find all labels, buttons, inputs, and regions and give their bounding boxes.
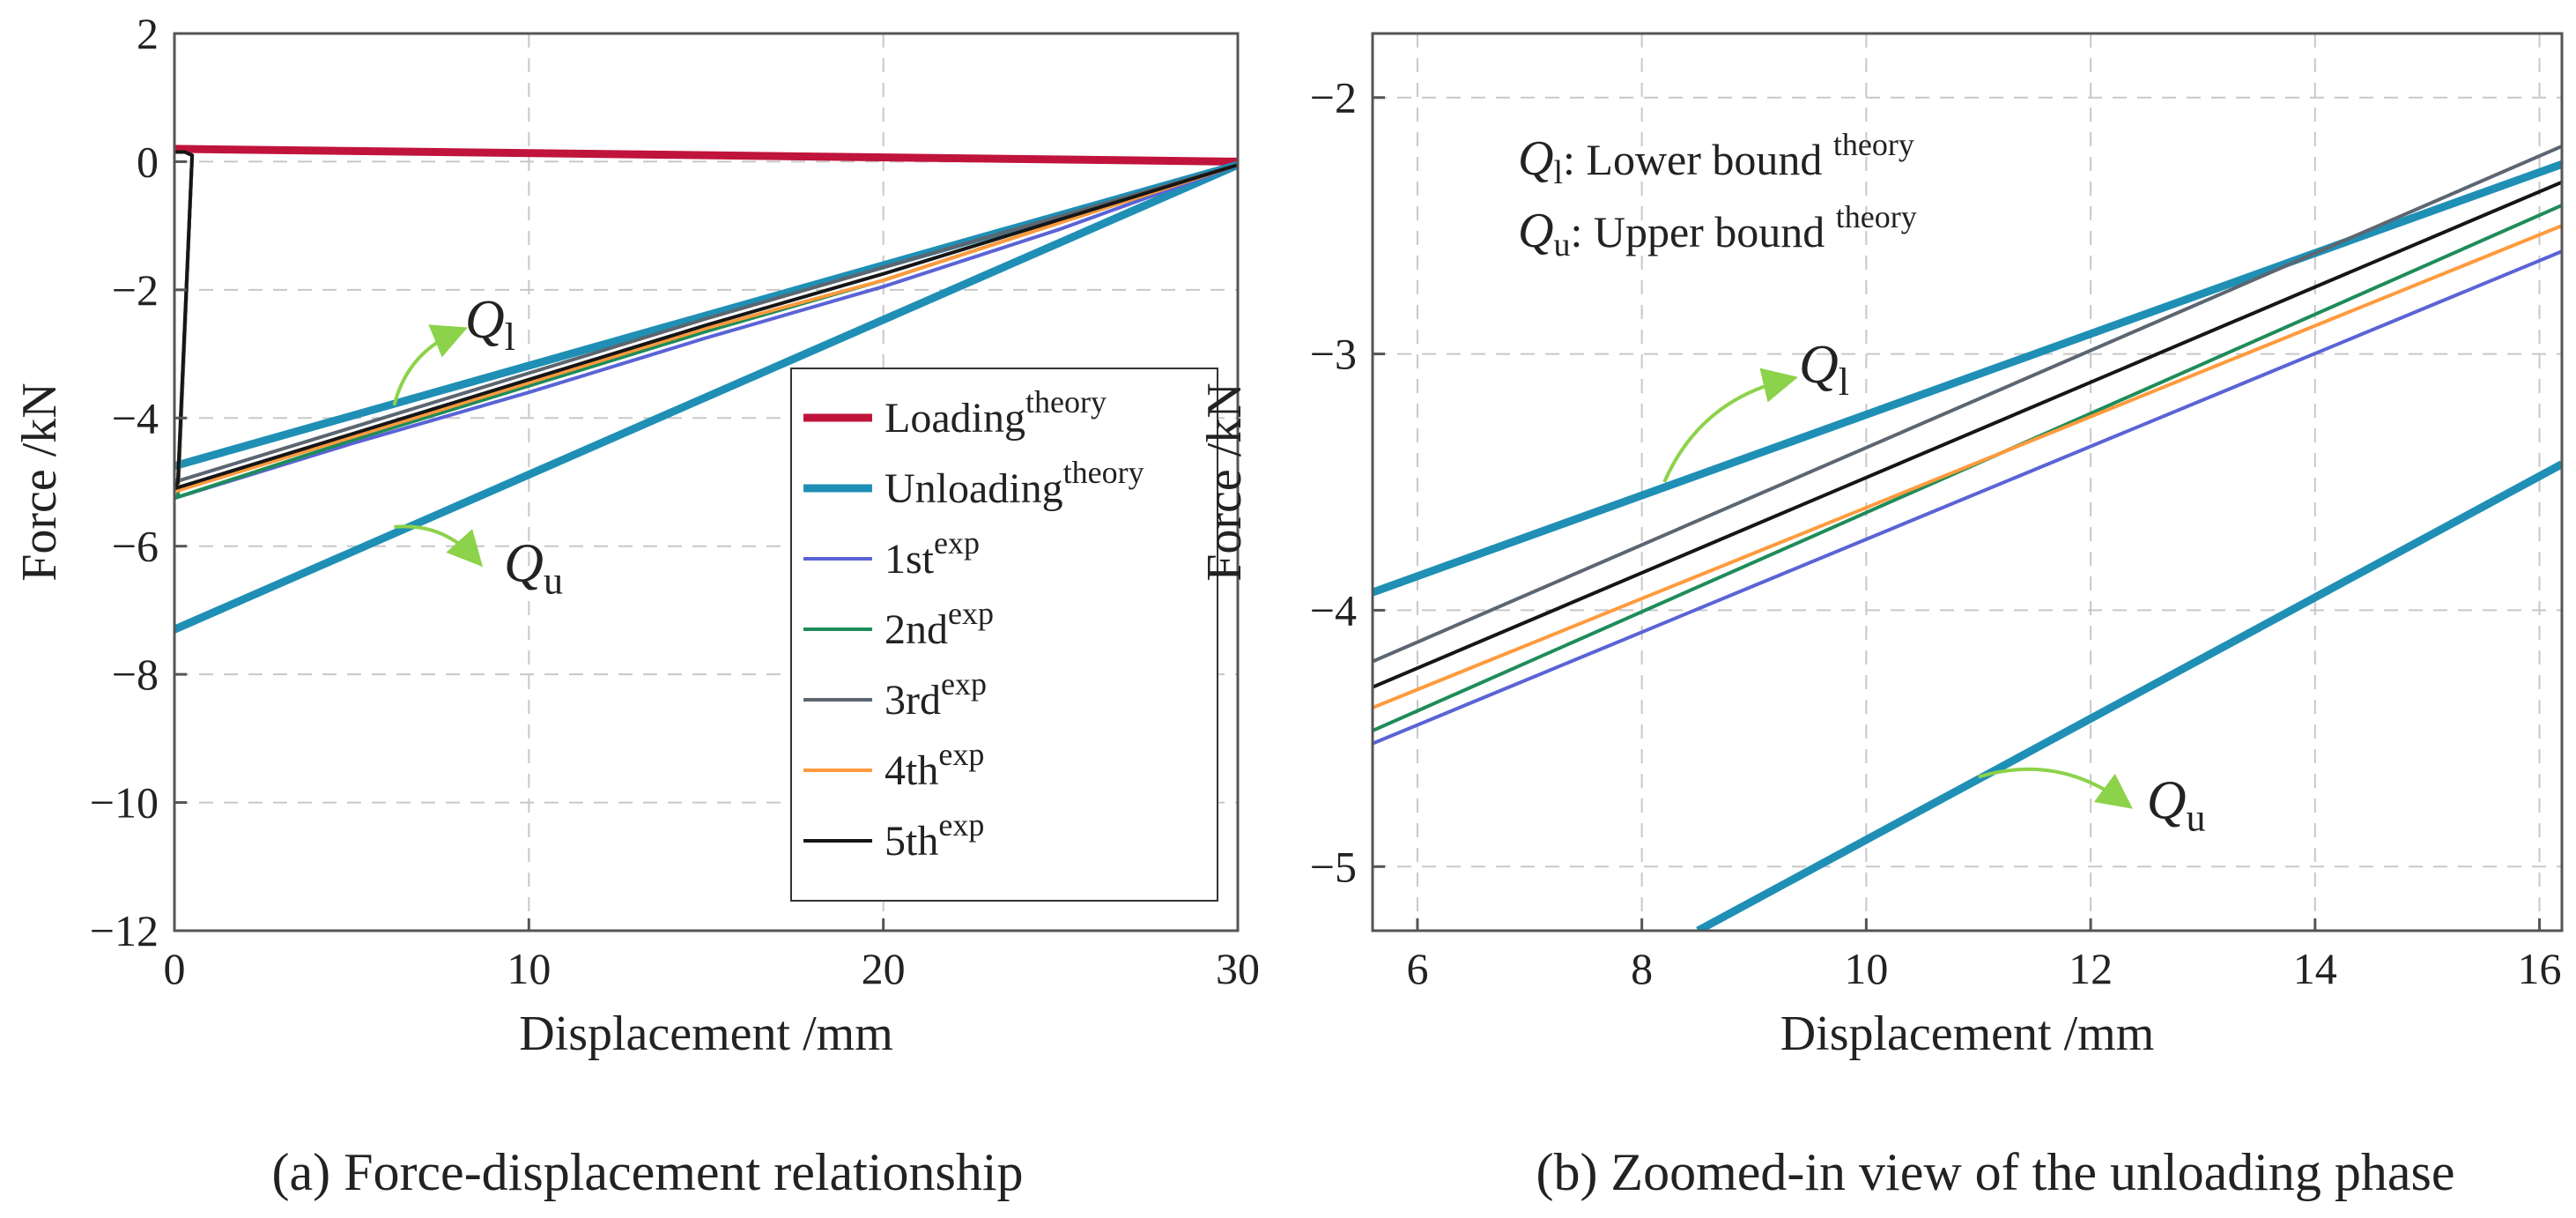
y-tick-label: −12 bbox=[90, 906, 159, 955]
annotation-arrow bbox=[1978, 767, 2133, 809]
note-text: : Lower bound bbox=[1563, 135, 1833, 184]
note-sub: l bbox=[1553, 154, 1563, 191]
legend-entry: 2ndexp bbox=[885, 596, 994, 653]
annotation-label: Ql bbox=[1799, 335, 1849, 404]
annotation-label: Qu bbox=[2147, 771, 2206, 840]
legend-entry-base: 3rd bbox=[885, 677, 941, 724]
legend-entry-sup: exp bbox=[948, 596, 994, 631]
annotation-arrow bbox=[392, 324, 468, 406]
x-tick-label: 10 bbox=[1844, 944, 1888, 993]
annotation-sub: l bbox=[505, 316, 515, 359]
annotation-symbol: Q bbox=[465, 290, 505, 350]
legend-entry-base: 4th bbox=[885, 747, 938, 794]
series-line-exp5-7 bbox=[174, 150, 1238, 491]
note-symbol: Q bbox=[1518, 131, 1553, 186]
grid-a bbox=[174, 33, 1238, 931]
x-axis-label: Displacement /mm bbox=[519, 1006, 893, 1061]
chart-b-zoomed-unloading: 6 8 10 12 14 16 −2 −3 −4 −5 Displacement /mm Force … bbox=[1197, 32, 2564, 1061]
legend-entry-sup: exp bbox=[938, 737, 984, 772]
x-tick-label: 20 bbox=[862, 944, 906, 993]
legend-entry-base: Loading bbox=[885, 395, 1025, 442]
y-tick-label: −6 bbox=[112, 522, 159, 571]
annotation-sub: u bbox=[2187, 797, 2206, 840]
x-tick-label: 10 bbox=[507, 944, 551, 993]
legend-entry-sup: theory bbox=[1063, 455, 1144, 490]
x-tick-label: 12 bbox=[2069, 944, 2113, 993]
note-sub: u bbox=[1553, 227, 1570, 264]
x-tick-label: 6 bbox=[1406, 944, 1428, 993]
annotation-arrow bbox=[1662, 368, 1798, 483]
plot-frame-b bbox=[1371, 32, 2564, 932]
legend-entry-base: 2nd bbox=[885, 606, 948, 653]
y-tick-label: −2 bbox=[1310, 73, 1357, 123]
x-tick-label: 8 bbox=[1631, 944, 1653, 993]
series-line-unloading_theory-1 bbox=[1696, 460, 2562, 931]
y-tick-label: −3 bbox=[1310, 330, 1357, 379]
legend-entry-sup: exp bbox=[938, 807, 984, 843]
grid-b bbox=[1373, 33, 2562, 931]
x-axis-label: Displacement /mm bbox=[1780, 1006, 2155, 1061]
y-tick-label: −4 bbox=[112, 393, 159, 442]
note-symbol: Q bbox=[1518, 204, 1553, 258]
annotation-symbol: Q bbox=[504, 534, 544, 594]
legend: LoadingtheoryUnloadingtheory1stexp2ndexp… bbox=[790, 368, 1218, 902]
series-line-loading_theory-0 bbox=[174, 145, 1238, 166]
legend-note: Ql: Lower bound theory bbox=[1518, 127, 1914, 191]
y-tick-label: 2 bbox=[137, 9, 159, 58]
legend-entry-sup: exp bbox=[934, 525, 980, 561]
caption-a: (a) Force-displacement relationship bbox=[271, 1143, 1023, 1201]
note-sup: theory bbox=[1833, 127, 1914, 162]
y-tick-label: −8 bbox=[112, 650, 159, 699]
x-tick-label: 30 bbox=[1216, 944, 1260, 993]
x-tick-label: 0 bbox=[164, 944, 186, 993]
plot-frame-a bbox=[173, 32, 1240, 932]
y-tick-label: −5 bbox=[1310, 842, 1357, 891]
annotation-arrow bbox=[394, 524, 484, 568]
series-line-exp3-4 bbox=[1373, 145, 2562, 664]
x-tick-label: 14 bbox=[2293, 944, 2337, 993]
annotation-sub: u bbox=[544, 560, 563, 603]
series-group-a bbox=[174, 145, 1238, 634]
annotation-symbol: Q bbox=[2147, 771, 2187, 831]
annotation-label: Ql bbox=[465, 290, 515, 359]
legend-entry: 4thexp bbox=[885, 737, 984, 794]
note-sup: theory bbox=[1836, 199, 1917, 234]
x-tick-label: 16 bbox=[2518, 944, 2562, 993]
legend-entry-sup: exp bbox=[941, 666, 987, 702]
y-axis-label: Force /kN bbox=[12, 382, 67, 582]
legend-entry-base: Unloading bbox=[885, 465, 1063, 512]
legend-entry-sup: theory bbox=[1025, 384, 1107, 420]
y-tick-label: −2 bbox=[112, 265, 159, 315]
legend-entry-base: 5th bbox=[885, 818, 938, 865]
series-line-unloading_theory-2 bbox=[174, 160, 1238, 634]
series-group-b bbox=[1373, 145, 2562, 931]
y-axis-label: Force /kN bbox=[1197, 382, 1252, 582]
annotation-label: Qu bbox=[504, 534, 563, 603]
legend-entry: 3rdexp bbox=[885, 666, 987, 724]
note-text: : Upper bound bbox=[1570, 207, 1835, 256]
legend-entry: Loadingtheory bbox=[885, 384, 1107, 442]
series-line-exp4-5 bbox=[1373, 224, 2562, 709]
legend-entry: 1stexp bbox=[885, 525, 980, 583]
y-tick-label: −10 bbox=[90, 778, 159, 828]
legend-note: Qu: Upper bound theory bbox=[1518, 199, 1917, 264]
annotation-sub: l bbox=[1839, 360, 1849, 404]
series-line-unloading_theory-0 bbox=[1373, 160, 2562, 597]
series-line-exp1-2 bbox=[1373, 249, 2562, 746]
y-tick-label: −4 bbox=[1310, 585, 1357, 635]
caption-b: (b) Zoomed-in view of the unloading phas… bbox=[1536, 1143, 2454, 1201]
legend-entry-base: 1st bbox=[885, 536, 935, 583]
legend-box bbox=[790, 368, 1218, 902]
series-line-exp5-6 bbox=[1373, 180, 2562, 689]
annotation-symbol: Q bbox=[1799, 335, 1839, 395]
y-tick-label: 0 bbox=[137, 137, 159, 186]
legend-entry: 5thexp bbox=[885, 807, 984, 865]
legend-entry: Unloadingtheory bbox=[885, 455, 1144, 512]
